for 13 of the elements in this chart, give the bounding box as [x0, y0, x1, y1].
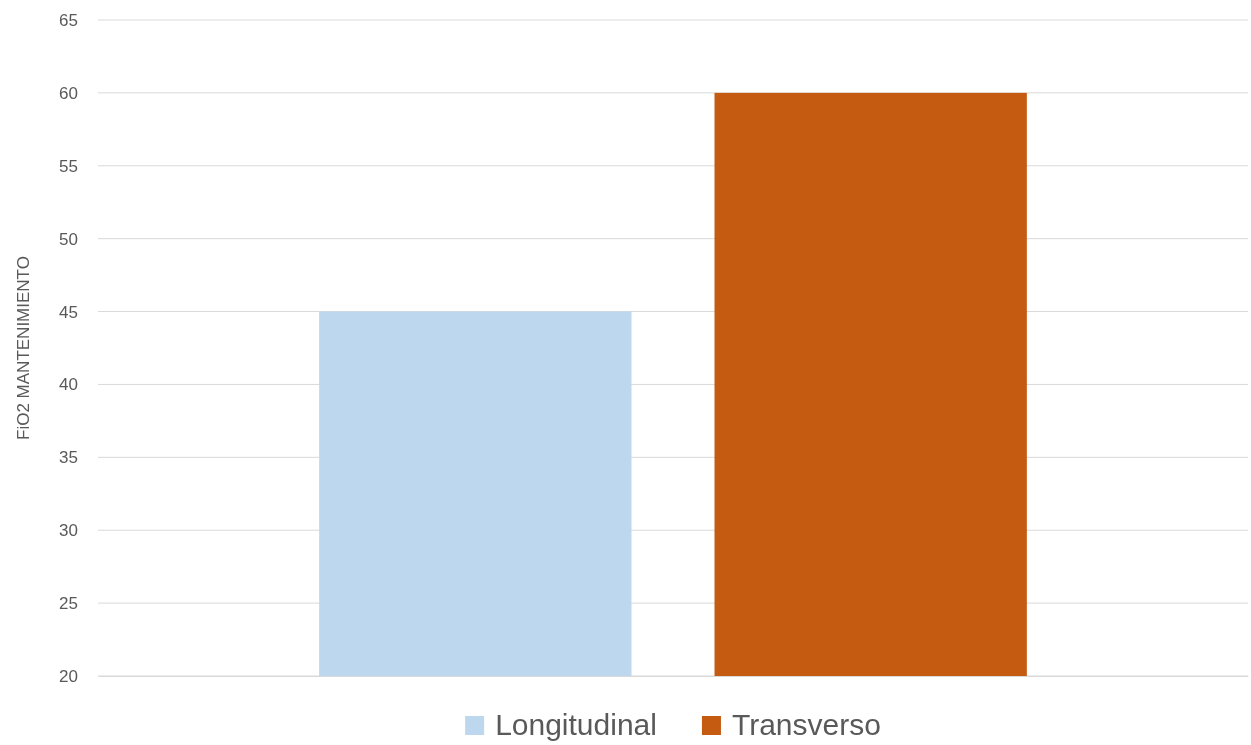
y-tick-label: 55 [59, 156, 78, 176]
y-tick-label: 50 [59, 229, 78, 249]
legend-label: Transverso [731, 708, 881, 741]
y-tick-label: 65 [59, 10, 78, 30]
y-tick-label: 25 [59, 594, 78, 614]
y-tick-label: 20 [59, 666, 78, 686]
y-tick-label: 60 [59, 83, 78, 103]
y-axis-title: FiO2 MANTENIMIENTO [14, 256, 33, 440]
y-tick-label: 30 [59, 521, 78, 541]
legend-label: Longitudinal [495, 708, 657, 741]
y-tick-label: 35 [59, 448, 78, 468]
y-tick-label: 40 [59, 375, 78, 395]
y-tick-label: 45 [59, 302, 78, 322]
